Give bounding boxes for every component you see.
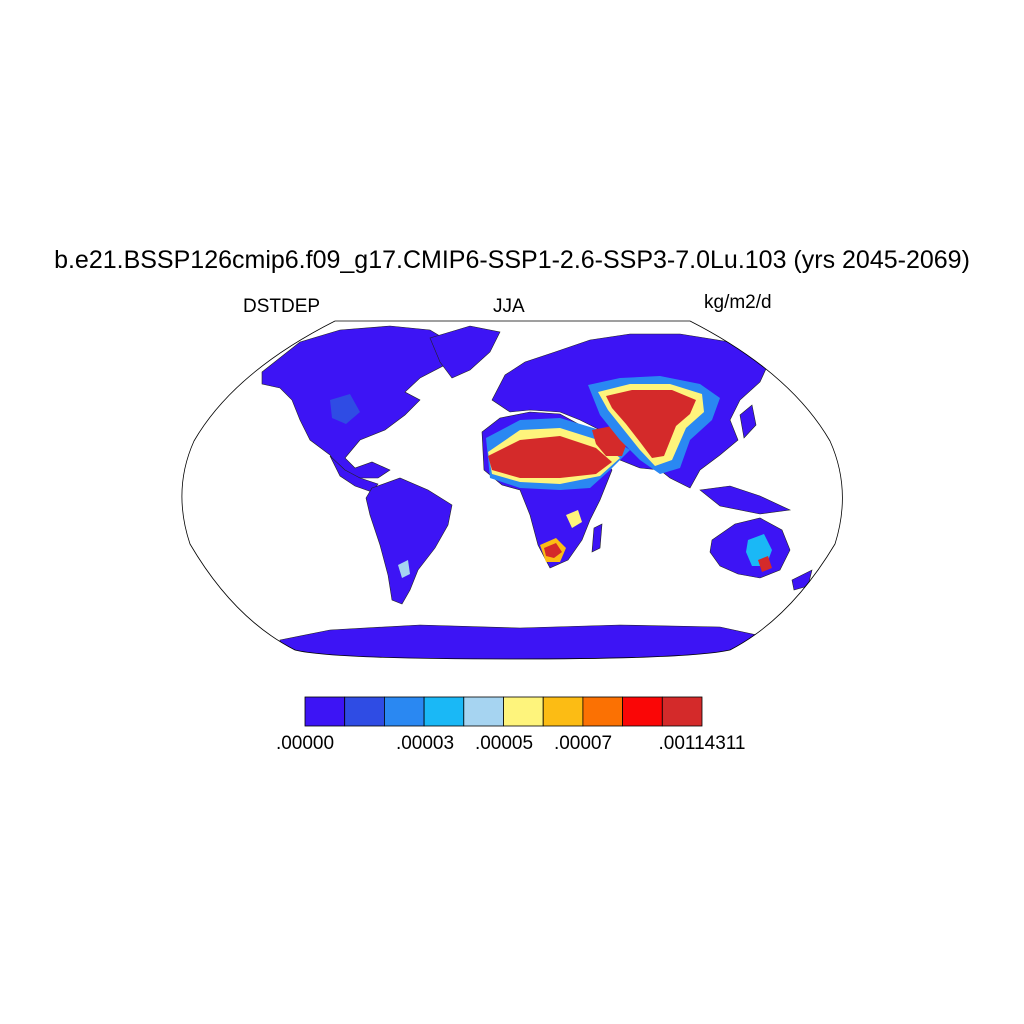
dust-kalahari-core [544,543,562,558]
madagascar-landmass [591,523,603,553]
antarctica-landmass [279,624,781,659]
colorbar-swatch [503,696,544,727]
north-america-landmass [261,325,456,479]
colorbar-swatch [304,696,346,727]
variable-label: DSTDEP [243,296,321,317]
colorbar [304,696,703,727]
colorbar-tick-label: .00000 [275,733,335,754]
indonesia-landmass [699,485,792,515]
south-america-landmass [365,477,453,605]
dust-australia-core [758,556,772,572]
units-label: kg/m2/d [704,292,772,313]
colorbar-swatch [582,696,624,727]
colorbar-tick-label: .00003 [395,733,455,754]
colorbar-swatch [661,696,703,727]
colorbar-swatch [423,696,465,727]
dust-asia-core [606,390,696,458]
colorbar-tick-label: .00005 [474,733,534,754]
dust-north-america [330,394,360,424]
map-outline [181,320,843,660]
dust-patagonia [398,560,410,578]
japan-landmass [739,404,757,439]
colorbar-swatch [463,696,504,727]
dust-sahara-core [488,436,612,478]
dust-east-africa [566,510,582,528]
greenland-landmass [429,325,501,379]
season-label: JJA [493,296,525,317]
figure-title: b.e21.BSSP126cmip6.f09_g17.CMIP6-SSP1-2.… [54,246,970,274]
colorbar-tick-label: .00007 [553,733,613,754]
colorbar-swatch [542,696,584,727]
colorbar-swatch [383,696,425,727]
colorbar-tick-label: .00114311 [658,733,746,754]
colorbar-swatch [344,696,385,727]
colorbar-swatch [622,696,663,727]
